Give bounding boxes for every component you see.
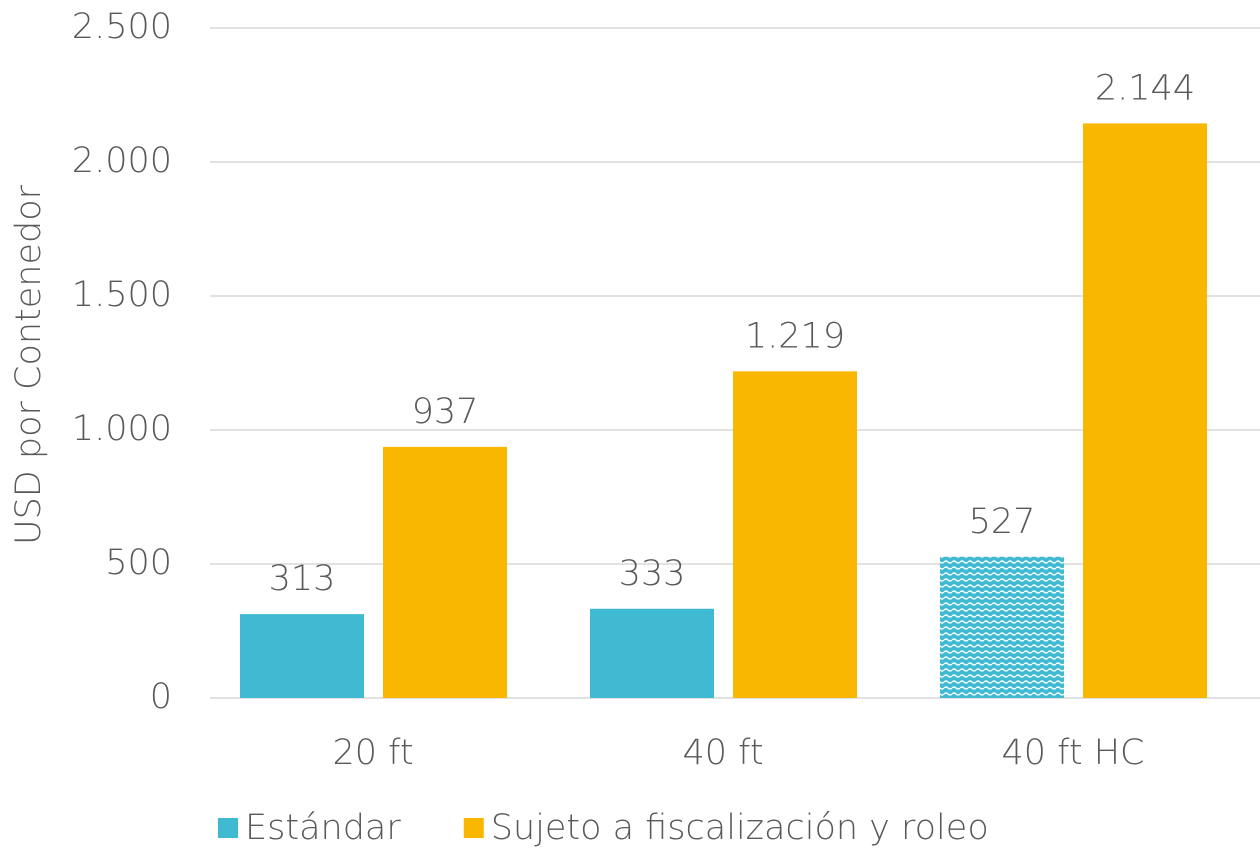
bar [940,556,1064,698]
data-label: 937 [412,392,479,432]
data-label: 1.219 [745,316,845,356]
x-tick-label: 20 ft [332,733,413,773]
y-tick-label: 2.500 [72,7,172,47]
y-tick-label: 500 [105,543,172,583]
x-tick-label: 40 ft HC [1002,733,1145,773]
bar [733,371,857,698]
y-tick-label: 1.000 [72,409,172,449]
y-tick-label: 0 [150,677,172,717]
data-label: 527 [969,502,1036,542]
y-axis-label: USD por Contenedor [9,184,49,545]
data-label: 333 [619,554,686,594]
data-label: 2.144 [1095,68,1195,108]
bar [383,446,507,698]
legend-swatch [463,818,484,838]
bar [240,614,364,698]
data-label: 313 [269,559,336,599]
x-tick-label: 40 ft [682,733,763,773]
y-tick-label: 2.000 [72,141,172,181]
y-tick-label: 1.500 [72,275,172,315]
bar [590,608,714,698]
legend-swatch [218,818,238,838]
legend-label: Sujeto a fiscalización y roleo [491,808,989,848]
bar [1083,123,1207,698]
legend-label: Estándar [245,808,401,848]
